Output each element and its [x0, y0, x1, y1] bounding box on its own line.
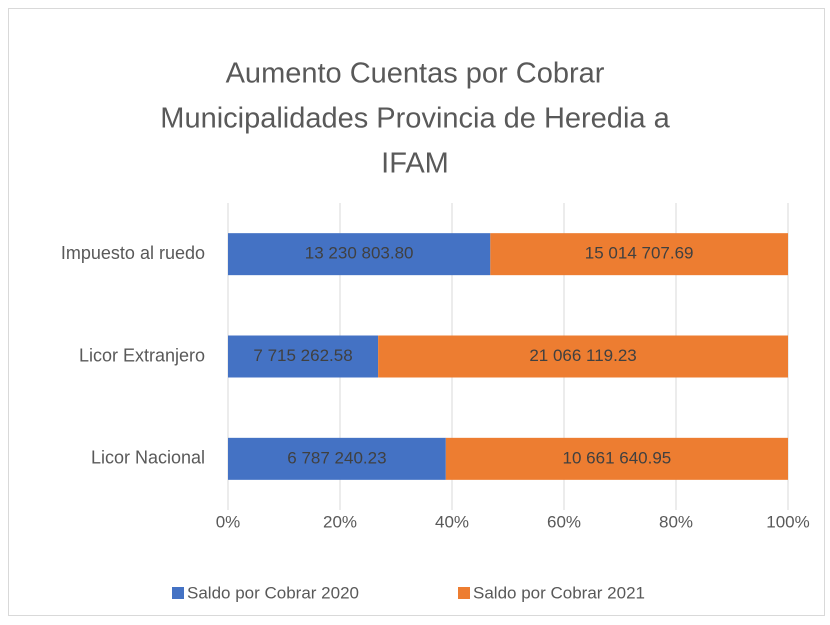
data-label: 10 661 640.95 [563, 448, 672, 467]
chart-title: IFAM [381, 148, 449, 180]
x-tick-label: 80% [659, 512, 693, 531]
legend-swatch [458, 587, 470, 599]
legend-label: Saldo por Cobrar 2020 [187, 583, 359, 602]
legend-swatch [172, 587, 184, 599]
y-tick-label: Licor Nacional [91, 448, 205, 468]
data-label: 6 787 240.23 [287, 448, 386, 467]
x-tick-label: 20% [323, 512, 357, 531]
bar [228, 335, 379, 378]
y-tick-label: Impuesto al ruedo [61, 243, 205, 263]
data-label: 13 230 803.80 [305, 244, 414, 263]
data-label: 21 066 119.23 [529, 346, 636, 365]
chart-title: Aumento Cuentas por Cobrar [226, 58, 605, 90]
chart-title: Municipalidades Provincia de Heredia a [160, 103, 670, 135]
x-tick-label: 100% [766, 512, 809, 531]
data-label: 15 014 707.69 [585, 244, 694, 263]
chart-frame [8, 8, 825, 616]
legend-label: Saldo por Cobrar 2021 [473, 583, 645, 602]
bar [445, 437, 788, 480]
x-tick-label: 60% [547, 512, 581, 531]
bar [228, 437, 446, 480]
bar [490, 233, 788, 276]
bar [228, 233, 491, 276]
data-label: 7 715 262.58 [253, 346, 352, 365]
bar [378, 335, 788, 378]
x-tick-label: 0% [216, 512, 241, 531]
y-tick-label: Licor Extranjero [79, 345, 205, 365]
x-tick-label: 40% [435, 512, 469, 531]
